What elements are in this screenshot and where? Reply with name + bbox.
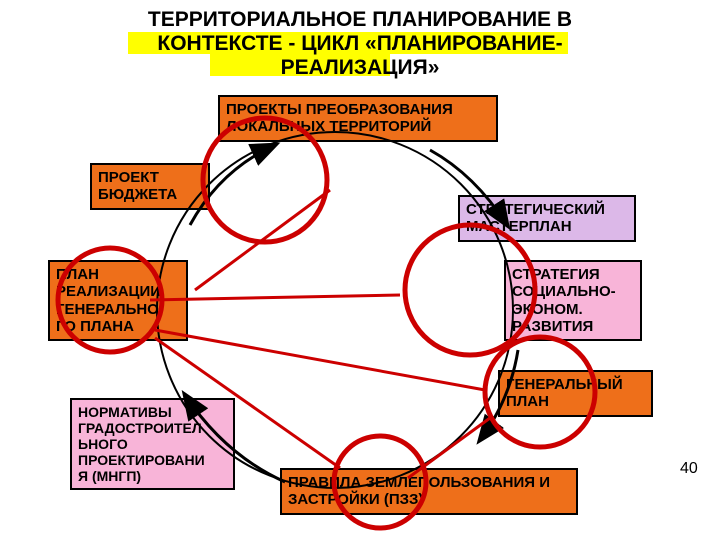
box-norms: НОРМАТИВЫГРАДОСТРОИТЕЛЬНОГОПРОЕКТИРОВАНИ… xyxy=(70,398,235,490)
box-strategy-text: СТРАТЕГИЯСОЦИАЛЬНО-ЭКОНОМ.РАЗВИТИЯ xyxy=(512,266,616,335)
box-norms-text: НОРМАТИВЫГРАДОСТРОИТЕЛЬНОГОПРОЕКТИРОВАНИ… xyxy=(78,404,205,484)
box-projects-text: ПРОЕКТЫ ПРЕОБРАЗОВАНИЯЛОКАЛЬНЫХ ТЕРРИТОР… xyxy=(226,101,453,135)
page-number-value: 40 xyxy=(680,460,698,477)
red-line-0 xyxy=(195,190,330,290)
box-realization: ПЛАНРЕАЛИЗАЦИИГЕНЕРАЛЬНОГО ПЛАНА xyxy=(48,260,188,341)
title-line-2: КОНТЕКСТЕ - ЦИКЛ «ПЛАНИРОВАНИЕ- xyxy=(157,32,562,55)
box-budget-text: ПРОЕКТБЮДЖЕТА xyxy=(98,169,177,203)
box-rules: ПРАВИЛА ЗЕМЛЕПОЛЬЗОВАНИЯ ИЗАСТРОЙКИ (ПЗЗ… xyxy=(280,468,578,515)
box-genplan: ГЕНЕРАЛЬНЫЙПЛАН xyxy=(498,370,653,417)
box-masterplan: СТРАТЕГИЧЕСКИЙМАСТЕРПЛАН xyxy=(458,195,636,242)
box-budget: ПРОЕКТБЮДЖЕТА xyxy=(90,163,210,210)
title-line-1: ТЕРРИТОРИАЛЬНОЕ ПЛАНИРОВАНИЕ В xyxy=(148,8,572,31)
box-strategy: СТРАТЕГИЯСОЦИАЛЬНО-ЭКОНОМ.РАЗВИТИЯ xyxy=(504,260,642,341)
box-projects: ПРОЕКТЫ ПРЕОБРАЗОВАНИЯЛОКАЛЬНЫХ ТЕРРИТОР… xyxy=(218,95,498,142)
box-genplan-text: ГЕНЕРАЛЬНЫЙПЛАН xyxy=(506,376,623,410)
red-line-2 xyxy=(155,330,485,390)
title-line-3: РЕАЛИЗАЦИЯ» xyxy=(281,56,440,79)
box-rules-text: ПРАВИЛА ЗЕМЛЕПОЛЬЗОВАНИЯ ИЗАСТРОЙКИ (ПЗЗ… xyxy=(288,474,550,508)
box-realization-text: ПЛАНРЕАЛИЗАЦИИГЕНЕРАЛЬНОГО ПЛАНА xyxy=(56,266,161,335)
box-masterplan-text: СТРАТЕГИЧЕСКИЙМАСТЕРПЛАН xyxy=(466,201,605,235)
slide-title: ТЕРРИТОРИАЛЬНОЕ ПЛАНИРОВАНИЕ В КОНТЕКСТЕ… xyxy=(0,8,720,80)
page-number: 40 xyxy=(680,460,698,478)
